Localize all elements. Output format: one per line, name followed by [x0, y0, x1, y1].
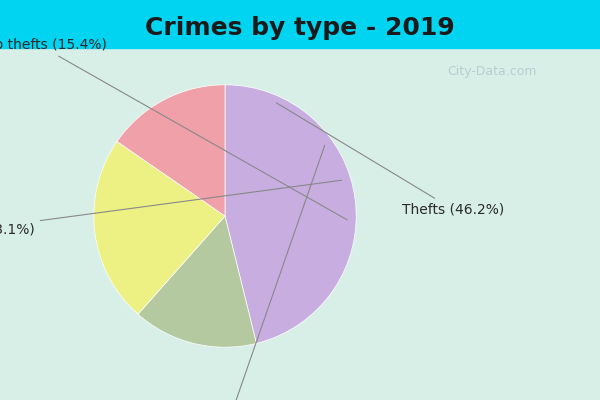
Text: Auto thefts (15.4%): Auto thefts (15.4%): [0, 38, 347, 220]
Text: Assaults (23.1%): Assaults (23.1%): [0, 180, 341, 236]
Wedge shape: [225, 85, 356, 343]
Wedge shape: [94, 142, 225, 314]
Text: City-Data.com: City-Data.com: [447, 66, 537, 78]
Text: Thefts (46.2%): Thefts (46.2%): [276, 103, 505, 216]
Text: Burglaries (15.4%): Burglaries (15.4%): [167, 145, 325, 400]
Text: Crimes by type - 2019: Crimes by type - 2019: [145, 16, 455, 40]
Wedge shape: [117, 85, 225, 216]
Wedge shape: [138, 216, 256, 347]
